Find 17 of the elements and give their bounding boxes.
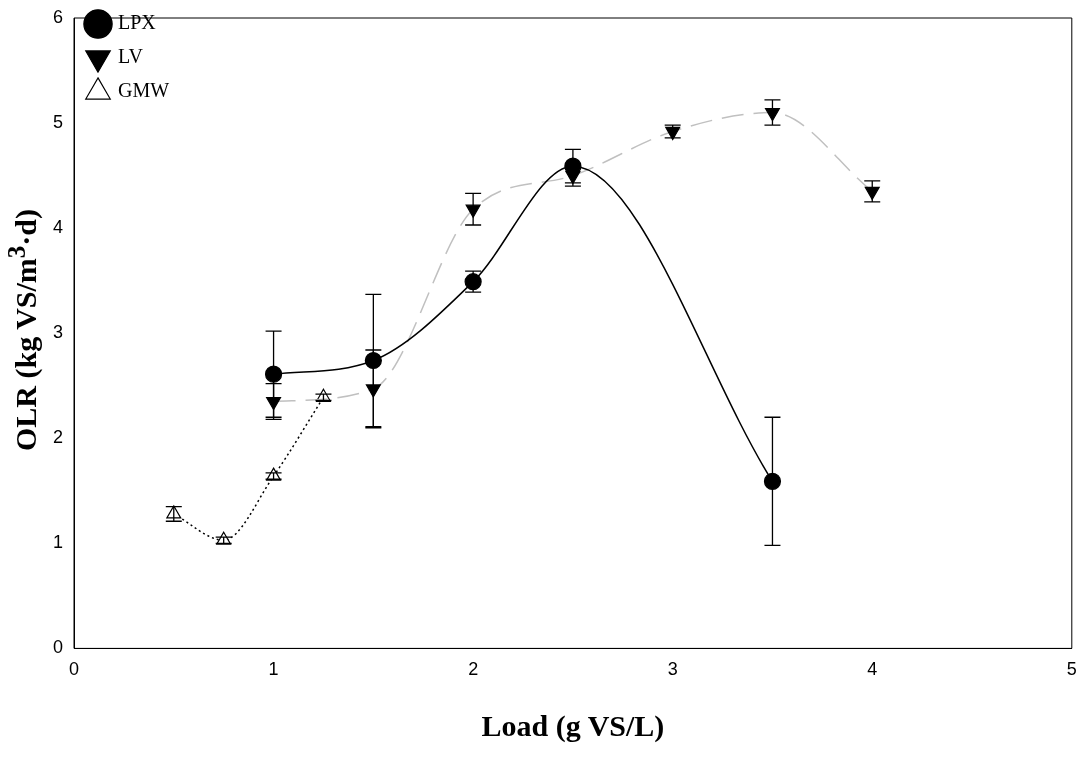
y-tick-label: 3: [53, 322, 64, 343]
y-tick-label: 5: [53, 112, 64, 133]
legend-label: LPX: [118, 11, 157, 34]
y-tick-label: 6: [53, 6, 64, 27]
x-tick-label: 4: [867, 659, 878, 680]
x-axis-title: Load (g VS/L): [481, 708, 665, 743]
y-tick-label: 2: [53, 427, 64, 448]
legend-label: LV: [118, 45, 144, 68]
x-tick-label: 3: [667, 659, 678, 680]
y-tick-label: 1: [53, 532, 64, 553]
legend-label: GMW: [118, 79, 170, 102]
y-tick-label: 0: [53, 637, 64, 658]
x-tick-label: 5: [1066, 659, 1077, 680]
x-tick-label: 1: [268, 659, 279, 680]
x-tick-label: 2: [468, 659, 479, 680]
x-tick-label: 0: [69, 659, 80, 680]
y-tick-label: 4: [53, 217, 64, 238]
